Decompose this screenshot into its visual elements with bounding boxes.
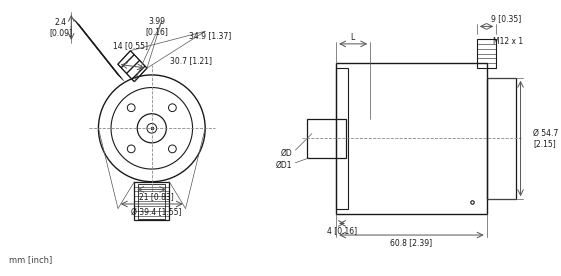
Text: M12 x 1: M12 x 1 — [493, 38, 523, 46]
Text: ØD1: ØD1 — [276, 161, 292, 170]
Bar — [307, 119, 346, 158]
Text: L: L — [351, 33, 355, 42]
Bar — [336, 68, 348, 209]
Text: mm [inch]: mm [inch] — [9, 255, 52, 264]
Text: 9 [0.35]: 9 [0.35] — [491, 14, 521, 23]
Text: 2.4
[0.09]: 2.4 [0.09] — [49, 18, 72, 37]
Text: Ø 39.4 [1.55]: Ø 39.4 [1.55] — [131, 208, 182, 217]
Text: 60.8 [2.39]: 60.8 [2.39] — [390, 238, 433, 247]
Text: 3.99
[0.16]: 3.99 [0.16] — [145, 17, 168, 36]
Bar — [486, 78, 516, 199]
Text: Ø 54.7
[2.15]: Ø 54.7 [2.15] — [533, 129, 558, 148]
Bar — [336, 63, 486, 214]
Bar — [477, 39, 496, 68]
Text: ØD: ØD — [280, 148, 292, 158]
Text: 34.9 [1.37]: 34.9 [1.37] — [189, 32, 231, 41]
Text: 30.7 [1.21]: 30.7 [1.21] — [169, 56, 211, 65]
Bar — [134, 182, 169, 221]
Text: 14 [0.55]: 14 [0.55] — [113, 41, 148, 50]
Text: 4 [0.16]: 4 [0.16] — [327, 226, 357, 235]
Bar — [138, 184, 165, 219]
Text: 21 [0.83]: 21 [0.83] — [139, 192, 174, 201]
